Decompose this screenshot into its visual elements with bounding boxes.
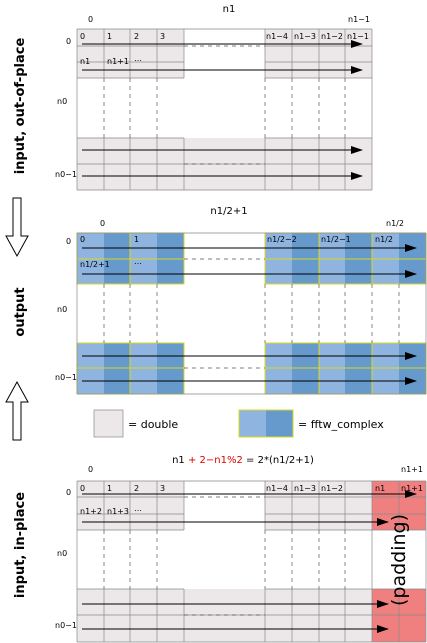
side-label-output: output bbox=[13, 287, 28, 336]
section3-row-mid: n0 bbox=[57, 549, 67, 558]
section3-cell-label: 3 bbox=[160, 484, 165, 493]
padding-label: (padding) bbox=[388, 514, 410, 606]
section2-title: n1/2+1 bbox=[210, 206, 247, 217]
side-label-input-out-of-place: input, out-of-place bbox=[13, 38, 28, 175]
legend-complex-label: = fftw_complex bbox=[298, 418, 384, 431]
section2-cell-label: 1 bbox=[134, 235, 139, 244]
section1-col-last: n1−1 bbox=[348, 15, 370, 24]
section3-col-first: 0 bbox=[88, 465, 93, 474]
section1-row-last: n0−1 bbox=[55, 170, 77, 179]
section1-cell-label: n1−4 bbox=[266, 32, 288, 41]
section3-cell-label: n1−4 bbox=[266, 484, 288, 493]
section3-cell-label: 2 bbox=[134, 484, 139, 493]
section2-cell-label: n1/2−1 bbox=[321, 235, 351, 244]
section2-row-last: n0−1 bbox=[55, 373, 77, 382]
section1-cell-label: n1−2 bbox=[321, 32, 343, 41]
section1-cell-label: n1 bbox=[80, 57, 90, 66]
section3-cell-label: n1+1 bbox=[401, 484, 423, 493]
section2-cell-label: n1/2 bbox=[375, 235, 393, 244]
legend-double-swatch bbox=[93, 409, 124, 438]
section1-row-mid: n0 bbox=[57, 97, 67, 106]
section2-col-first: 0 bbox=[100, 219, 105, 228]
section-in-place-input: n1 + 2−n1%2 = 2*(n1/2+1) 0 n1+1 0 n0 n0−… bbox=[55, 455, 427, 643]
down-arrow-icon bbox=[5, 197, 29, 258]
section3-row-last: n0−1 bbox=[55, 621, 77, 630]
section3-title-prefix: n1 bbox=[172, 455, 188, 466]
section1-cell-label: n1+1 bbox=[107, 57, 129, 66]
section1-cell-label: n1−3 bbox=[294, 32, 316, 41]
section2-row-first: 0 bbox=[66, 237, 71, 246]
section3-cell-label: … bbox=[134, 504, 142, 513]
section-out-of-place-input: n1 0 n1−1 0 n0 n0−1 bbox=[55, 4, 373, 191]
section3-cell-label: n1 bbox=[375, 484, 385, 493]
section3-title: n1 + 2−n1%2 = 2*(n1/2+1) bbox=[172, 455, 314, 466]
section1-cell-label: … bbox=[134, 54, 142, 63]
section3-cell-label: 0 bbox=[80, 484, 85, 493]
legend: = double = fftw_complex bbox=[93, 409, 384, 438]
section3-cell-label: 1 bbox=[107, 484, 112, 493]
section2-cell-label: n1/2+1 bbox=[80, 260, 110, 269]
section2-cell-label: 0 bbox=[80, 235, 85, 244]
section3-col-last: n1+1 bbox=[401, 465, 423, 474]
section2-col-last: n1/2 bbox=[386, 219, 404, 228]
section1-cell-label: 1 bbox=[107, 32, 112, 41]
section1-row-first: 0 bbox=[66, 37, 71, 46]
section1-cell-label: n1−1 bbox=[347, 32, 369, 41]
section1-title: n1 bbox=[223, 4, 236, 15]
section3-title-suffix: = 2*(n1/2+1) bbox=[243, 455, 314, 466]
section2-cell-label: … bbox=[134, 257, 142, 266]
section1-cell-label: 3 bbox=[160, 32, 165, 41]
legend-complex-swatch bbox=[239, 410, 266, 437]
side-label-input-in-place: input, in-place bbox=[13, 492, 28, 598]
section1-cell-label: 2 bbox=[134, 32, 139, 41]
legend-double-label: = double bbox=[128, 418, 178, 431]
section3-cell-label: n1+2 bbox=[80, 507, 102, 516]
complex-cells bbox=[77, 233, 426, 394]
section2-row-mid: n0 bbox=[57, 305, 67, 314]
section1-cell-label: 0 bbox=[80, 32, 85, 41]
section2-cell-label: n1/2−2 bbox=[267, 235, 297, 244]
up-arrow-icon bbox=[5, 380, 29, 441]
section-output: n1/2+1 0 n1/2 0 n0 n0−1 bbox=[55, 206, 427, 395]
section3-row-first: 0 bbox=[66, 488, 71, 497]
section3-cell-label: n1−3 bbox=[294, 484, 316, 493]
section3-title-red: + 2−n1%2 bbox=[188, 455, 243, 466]
section1-col-first: 0 bbox=[88, 15, 93, 24]
section3-cell-label: n1−2 bbox=[321, 484, 343, 493]
section3-cell-label: n1+3 bbox=[107, 507, 129, 516]
